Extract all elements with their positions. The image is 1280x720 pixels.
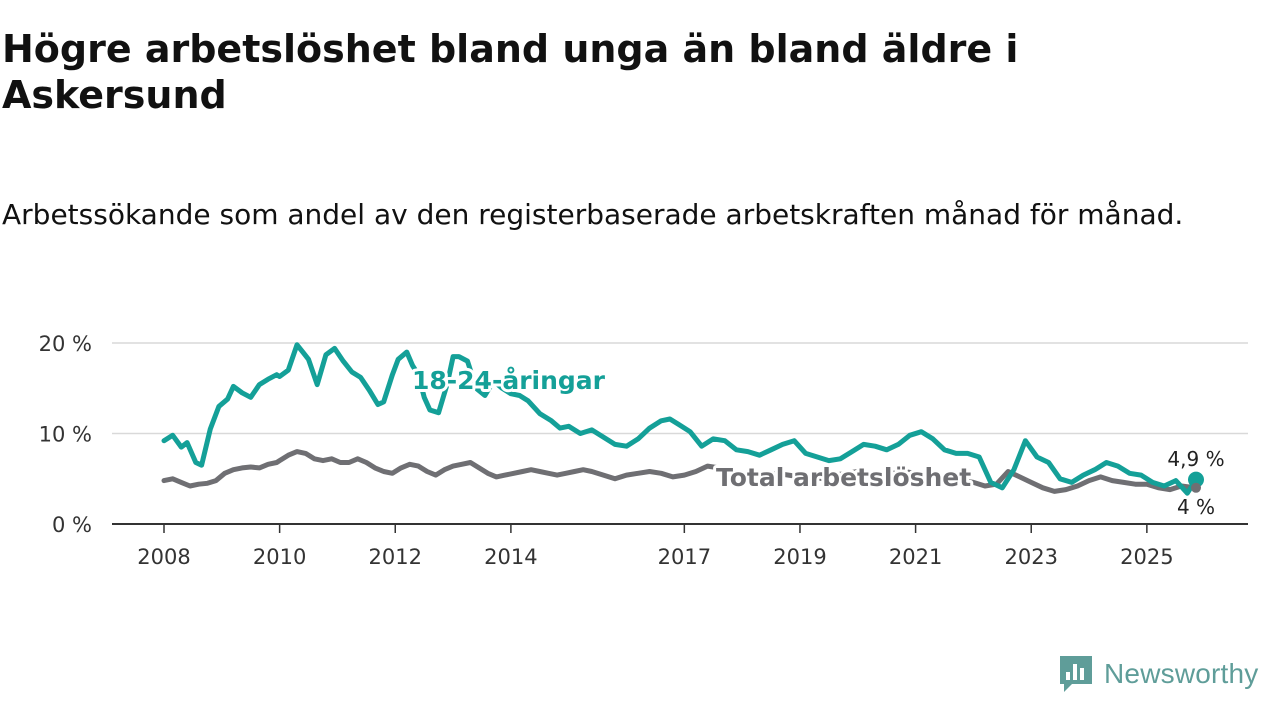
last-value-total-label: 4 %	[1177, 495, 1215, 519]
annotations: 18-24-åringar Total arbetslöshet 4,9 % 4…	[409, 363, 1225, 519]
brand-name: Newsworthy	[1104, 658, 1259, 689]
y-tick-label-0: 0 %	[52, 513, 92, 537]
end-marker-young	[1188, 471, 1204, 488]
y-gridlines	[112, 342, 1248, 435]
chart-title: Högre arbetslöshet bland unga än bland ä…	[2, 27, 1019, 117]
x-tick-label-8: 2025	[1120, 545, 1173, 569]
end-marker-total	[1191, 482, 1201, 493]
x-tick-label-7: 2023	[1005, 545, 1058, 569]
series-label-young: 18-24-åringar	[412, 366, 606, 395]
x-tick-label-2: 2012	[369, 545, 422, 569]
last-value-young-label: 4,9 %	[1167, 447, 1224, 471]
x-tick-label-4: 2017	[658, 545, 711, 569]
brand: Newsworthy	[1058, 654, 1258, 694]
y-tick-labels: 0 % 10 % 20 %	[39, 332, 92, 537]
series-lines	[161, 342, 1199, 496]
y-tick-label-1: 10 %	[39, 423, 92, 447]
y-tick-label-2: 20 %	[39, 332, 92, 356]
end-markers	[1188, 471, 1204, 493]
x-tick-label-3: 2014	[484, 545, 537, 569]
chart-subtitle: Arbetssökande som andel av den registerb…	[2, 198, 1184, 231]
series-label-total: Total arbetslöshet	[716, 463, 971, 492]
x-tick-label-1: 2010	[253, 545, 306, 569]
x-tick-label-5: 2019	[773, 545, 826, 569]
x-axis: 2008 2010 2012 2014 2017 2019 2021 2023 2025	[112, 523, 1248, 569]
newsworthy-logo-icon	[1060, 656, 1092, 692]
x-tick-label-0: 2008	[137, 545, 190, 569]
x-tick-label-6: 2021	[889, 545, 942, 569]
series-line-young	[161, 342, 1199, 496]
